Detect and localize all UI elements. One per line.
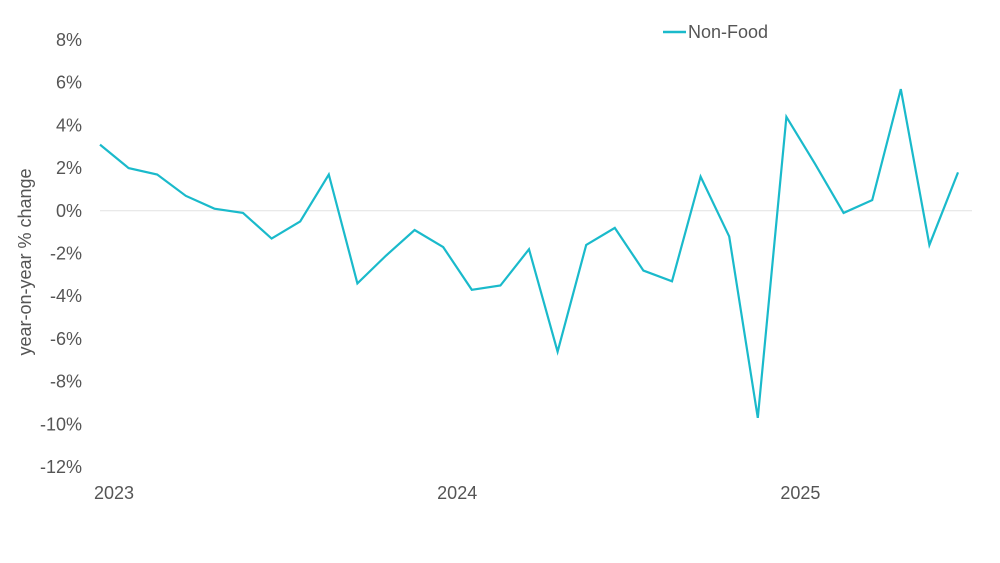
y-tick-label: 0% — [56, 201, 82, 221]
y-axis-title: year-on-year % change — [15, 168, 35, 355]
series-layer — [99, 88, 960, 419]
legend: Non-Food — [663, 22, 768, 42]
series-line-non-food — [99, 88, 960, 419]
y-tick-label: -10% — [40, 414, 82, 434]
y-tick-label: 4% — [56, 115, 82, 135]
legend-label-non-food: Non-Food — [688, 22, 768, 42]
x-tick-label: 2025 — [780, 483, 820, 503]
y-tick-label: -4% — [50, 286, 82, 306]
y-tick-label: -8% — [50, 372, 82, 392]
y-tick-label: 2% — [56, 158, 82, 178]
y-axis-ticks: 8% 6% 4% 2% 0% -2% -4% -6% -8% -10% -12% — [40, 30, 82, 477]
x-tick-label: 2024 — [437, 483, 477, 503]
y-tick-label: -2% — [50, 244, 82, 264]
x-tick-label: 2023 — [94, 483, 134, 503]
x-axis-ticks: 2023 2024 2025 — [94, 483, 820, 503]
y-tick-label: 6% — [56, 73, 82, 93]
y-tick-label: -12% — [40, 457, 82, 477]
y-tick-label: -6% — [50, 329, 82, 349]
y-tick-label: 8% — [56, 30, 82, 50]
